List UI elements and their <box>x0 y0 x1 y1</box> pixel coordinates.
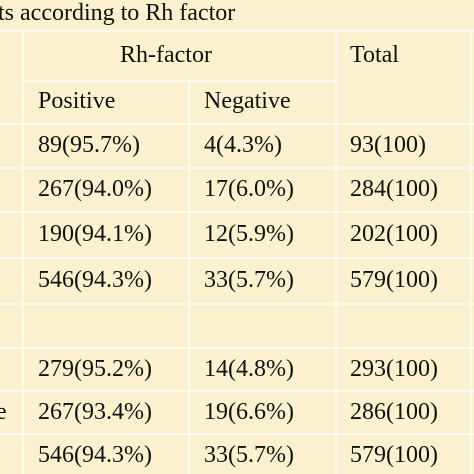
cell: 546(94.3%) <box>38 267 152 293</box>
rule <box>0 433 474 435</box>
cell: 279(95.2%) <box>38 355 152 382</box>
rule <box>0 167 474 169</box>
total-header: Total <box>350 42 399 68</box>
cell: 17(6.0%) <box>204 176 294 202</box>
cell: 12(5.9%) <box>204 221 294 247</box>
rule <box>0 257 474 259</box>
rule <box>22 30 24 474</box>
rule <box>0 123 474 125</box>
rule <box>335 30 337 474</box>
subheader: Positive <box>38 88 116 114</box>
cell: 546(94.3%) <box>38 441 152 468</box>
rule <box>0 390 474 392</box>
row-label: e <box>0 398 7 425</box>
cell: 267(93.4%) <box>38 398 152 425</box>
cell: 579(100) <box>350 441 438 468</box>
cell: 4(4.3%) <box>204 132 282 158</box>
cell: 267(94.0%) <box>38 176 152 202</box>
cell: 579(100) <box>350 267 438 293</box>
cell: 284(100) <box>350 176 438 202</box>
rule <box>0 347 474 349</box>
cell: 190(94.1%) <box>38 221 152 247</box>
rule <box>22 80 335 82</box>
cell: 89(95.7%) <box>38 132 140 158</box>
cell: 202(100) <box>350 221 438 247</box>
rule <box>0 30 474 32</box>
rule <box>470 30 472 474</box>
cell: 14(4.8%) <box>204 355 294 382</box>
rule <box>188 80 190 474</box>
cell: 33(5.7%) <box>204 267 294 293</box>
subheader: Negative <box>204 88 291 114</box>
cell: 93(100) <box>350 132 426 158</box>
cell: 293(100) <box>350 355 438 382</box>
rule <box>0 303 474 305</box>
cell: 19(6.6%) <box>204 398 294 425</box>
rule <box>0 211 474 213</box>
table-title: ts according to Rh factor <box>0 0 236 26</box>
cell: 33(5.7%) <box>204 441 294 468</box>
cell: 286(100) <box>350 398 438 425</box>
group-header: Rh-factor <box>120 42 212 68</box>
